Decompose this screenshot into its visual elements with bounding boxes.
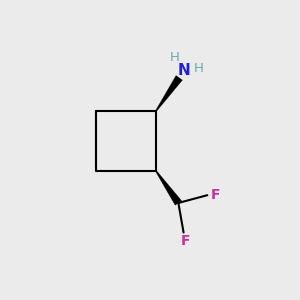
Text: F: F — [181, 234, 191, 248]
Text: F: F — [211, 188, 220, 202]
Polygon shape — [155, 76, 182, 111]
Text: N: N — [178, 63, 190, 78]
Text: H: H — [169, 51, 179, 64]
Polygon shape — [155, 171, 182, 205]
Text: H: H — [194, 62, 203, 75]
